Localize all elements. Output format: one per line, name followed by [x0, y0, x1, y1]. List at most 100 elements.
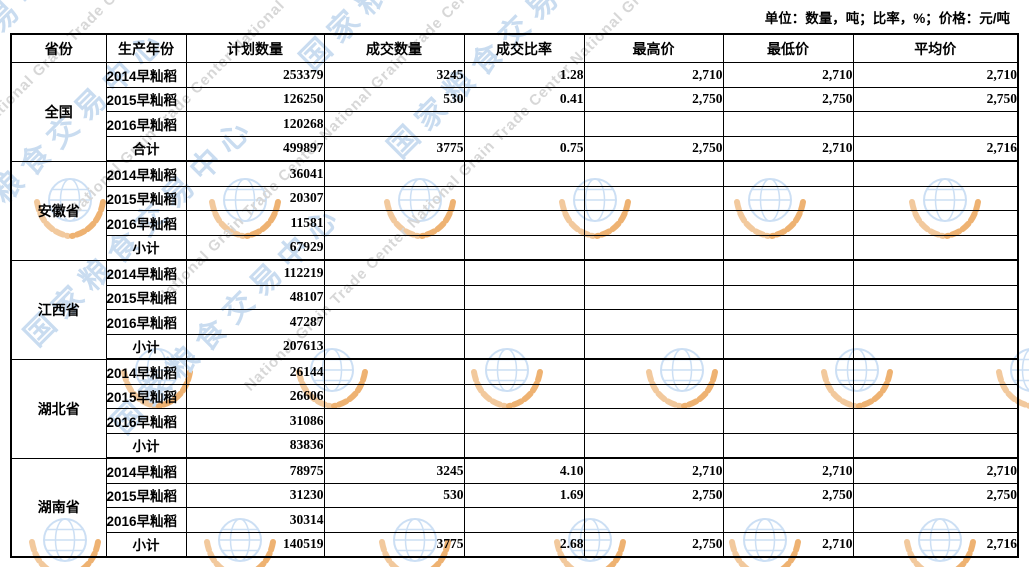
value-cell: 2,750: [722, 482, 854, 508]
value-cell: [463, 185, 585, 211]
province-cell: 全国: [10, 62, 107, 162]
value-cell: [463, 358, 585, 385]
value-cell: [852, 333, 1019, 360]
value-cell: 2,750: [852, 482, 1019, 508]
production-year-cell: 2015早籼稻: [105, 383, 187, 409]
production-year-cell: 2015早籼稻: [105, 482, 187, 508]
production-year-cell: 2014早籼稻: [105, 358, 187, 385]
value-cell: [463, 432, 585, 459]
production-year-cell: 2016早籼稻: [105, 210, 187, 236]
value-cell: 67929: [185, 234, 325, 261]
value-cell: 112219: [185, 259, 325, 286]
value-cell: [852, 284, 1019, 310]
table-row: 2015早籼稻 126250 530 0.41 2,750 2,750 2,750: [11, 86, 1019, 112]
value-cell: [852, 309, 1019, 335]
subtotal-label-cell: 小计: [105, 432, 187, 459]
production-year-cell: 2015早籼稻: [105, 86, 187, 112]
table-header-row: 省份 生产年份 计划数量 成交数量 成交比率 最高价 最低价 平均价: [10, 33, 1019, 63]
value-cell: [852, 408, 1019, 434]
value-cell: 253379: [185, 62, 325, 88]
production-year-cell: 2014早籼稻: [105, 457, 187, 484]
value-cell: [323, 309, 465, 335]
value-cell: 2,710: [583, 457, 724, 484]
value-cell: [323, 383, 465, 409]
value-cell: [463, 284, 585, 310]
value-cell: 2,710: [722, 135, 854, 162]
value-cell: 2,710: [852, 62, 1019, 88]
value-cell: 499897: [185, 135, 325, 162]
table-row: 合计 499897 3775 0.75 2,750 2,710 2,716: [11, 135, 1019, 162]
value-cell: 3245: [323, 62, 465, 88]
table-row: 2016早籼稻 30314: [11, 507, 1019, 533]
value-cell: [722, 234, 854, 261]
value-cell: [583, 408, 724, 434]
production-year-cell: 2016早籼稻: [105, 507, 187, 533]
table-row: 2016早籼稻 47287: [11, 309, 1019, 335]
value-cell: [323, 210, 465, 236]
production-year-cell: 2016早籼稻: [105, 111, 187, 137]
column-header: 省份: [10, 33, 107, 63]
column-header: 计划数量: [185, 33, 325, 63]
value-cell: 2,710: [722, 457, 854, 484]
table-row: 小计 207613: [11, 333, 1019, 360]
value-cell: [323, 234, 465, 261]
value-cell: [722, 358, 854, 385]
value-cell: [323, 408, 465, 434]
value-cell: [323, 185, 465, 211]
production-year-cell: 2015早籼稻: [105, 284, 187, 310]
column-header: 平均价: [852, 33, 1019, 63]
table-row: 安徽省 2014早籼稻 36041: [10, 160, 1019, 261]
value-cell: 2,750: [722, 86, 854, 112]
value-cell: [583, 284, 724, 310]
subtotal-label-cell: 小计: [105, 531, 187, 558]
value-cell: [852, 432, 1019, 459]
value-cell: [852, 358, 1019, 385]
value-cell: [583, 160, 724, 187]
subtotal-label-cell: 小计: [105, 234, 187, 261]
value-cell: 2.68: [463, 531, 585, 558]
value-cell: 2,710: [722, 531, 854, 558]
value-cell: [323, 432, 465, 459]
production-year-cell: 2014早籼稻: [105, 259, 187, 286]
value-cell: [463, 259, 585, 286]
value-cell: 2,750: [583, 482, 724, 508]
value-cell: 1.69: [463, 482, 585, 508]
value-cell: 26144: [185, 358, 325, 385]
value-cell: 2,716: [852, 135, 1019, 162]
value-cell: [722, 507, 854, 533]
value-cell: [583, 333, 724, 360]
value-cell: [852, 210, 1019, 236]
value-cell: [722, 160, 854, 187]
value-cell: 11581: [185, 210, 325, 236]
value-cell: [583, 309, 724, 335]
value-cell: [463, 160, 585, 187]
value-cell: [323, 358, 465, 385]
value-cell: 0.41: [463, 86, 585, 112]
value-cell: [583, 234, 724, 261]
table-row: 2016早籼稻 11581: [11, 210, 1019, 236]
value-cell: [722, 210, 854, 236]
value-cell: [463, 111, 585, 137]
value-cell: [852, 160, 1019, 187]
table-row: 2015早籼稻 48107: [11, 284, 1019, 310]
value-cell: [583, 383, 724, 409]
value-cell: [463, 333, 585, 360]
value-cell: 31230: [185, 482, 325, 508]
column-header: 最低价: [722, 33, 854, 63]
value-cell: [463, 383, 585, 409]
value-cell: [722, 284, 854, 310]
subtotal-label-cell: 合计: [105, 135, 187, 162]
value-cell: [463, 507, 585, 533]
value-cell: [722, 408, 854, 434]
value-cell: 31086: [185, 408, 325, 434]
value-cell: 2,710: [852, 457, 1019, 484]
value-cell: 126250: [185, 86, 325, 112]
value-cell: 3245: [323, 457, 465, 484]
value-cell: [323, 111, 465, 137]
table-row: 湖北省 2014早籼稻 26144: [10, 358, 1019, 459]
production-year-cell: 2016早籼稻: [105, 408, 187, 434]
table-row: 小计 140519 3775 2.68 2,750 2,710 2,716: [11, 531, 1019, 558]
table-row: 2016早籼稻 31086: [11, 408, 1019, 434]
value-cell: 47287: [185, 309, 325, 335]
